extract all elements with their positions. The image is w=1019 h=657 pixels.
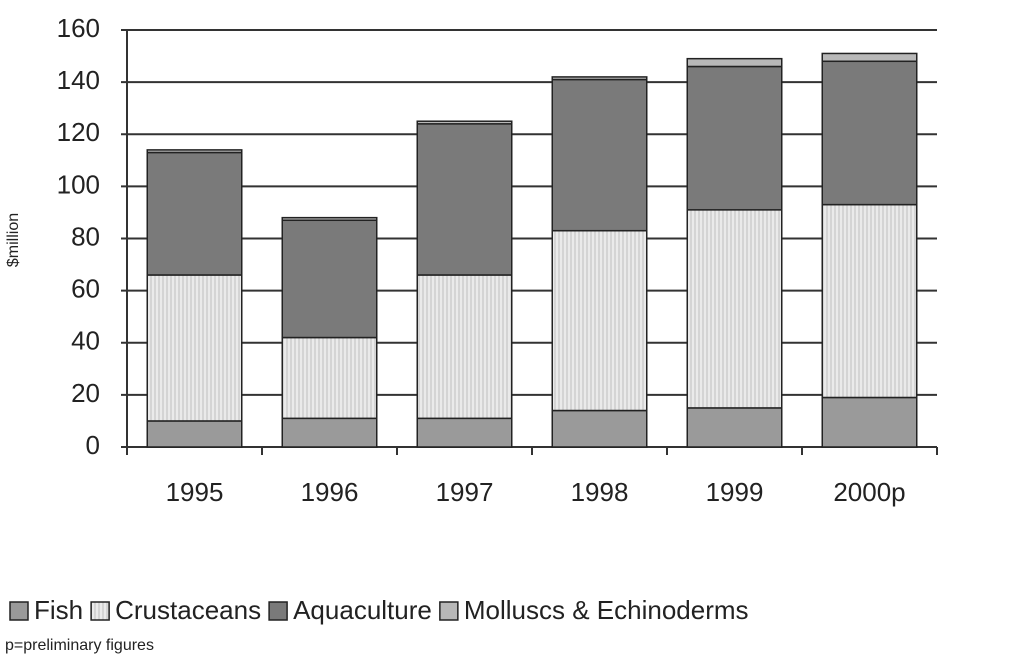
legend-label: Aquaculture xyxy=(293,595,432,625)
y-tick-label: 0 xyxy=(86,430,100,460)
y-tick-label: 160 xyxy=(57,13,100,43)
y-tick-label: 140 xyxy=(57,65,100,95)
y-tick-label: 80 xyxy=(71,221,100,251)
bar-segment xyxy=(281,336,378,420)
y-axis-title: $million xyxy=(5,213,22,267)
legend-swatch xyxy=(268,601,288,621)
y-tick-label: 60 xyxy=(71,274,100,304)
bar-segment xyxy=(281,216,378,222)
x-tick-label: 1998 xyxy=(571,477,629,507)
bar-segment xyxy=(146,151,243,276)
x-tick-label: 1996 xyxy=(301,477,359,507)
footnote: p=preliminary figures xyxy=(5,637,154,654)
bar-segment xyxy=(821,396,918,448)
legend-label: Molluscs & Echinoderms xyxy=(464,595,749,625)
bar-segment xyxy=(821,60,918,206)
bar-segment xyxy=(416,120,513,125)
x-tick-label: 2000p xyxy=(833,477,905,507)
y-tick-label: 120 xyxy=(57,117,100,147)
bar-segment xyxy=(686,407,783,448)
bar-segment xyxy=(551,76,648,81)
bar-segment xyxy=(416,123,513,276)
bar-segment xyxy=(146,420,243,448)
bar-segment xyxy=(146,274,243,422)
x-tick-label: 1997 xyxy=(436,477,494,507)
y-tick-label: 40 xyxy=(71,326,100,356)
x-tick-label: 1995 xyxy=(166,477,224,507)
bar-segment xyxy=(551,229,648,412)
bar-segment xyxy=(416,417,513,448)
bar-segment xyxy=(281,417,378,448)
legend-swatch xyxy=(90,601,110,621)
bar-segment xyxy=(686,57,783,68)
bar-segment xyxy=(281,219,378,339)
x-tick-label: 1999 xyxy=(706,477,764,507)
bar-segment xyxy=(686,65,783,211)
legend-label: Fish xyxy=(34,595,83,625)
bar-segment xyxy=(551,78,648,232)
y-tick-label: 20 xyxy=(71,378,100,408)
bar-segment xyxy=(686,209,783,409)
bar-segment xyxy=(146,149,243,154)
y-tick-label: 100 xyxy=(57,169,100,199)
legend-label: Crustaceans xyxy=(115,595,261,625)
bar-segment xyxy=(821,203,918,399)
legend-swatch xyxy=(439,601,459,621)
legend-swatch xyxy=(9,601,29,621)
bar-segment xyxy=(821,52,918,63)
bar-segment xyxy=(551,409,648,448)
bar-segment xyxy=(416,274,513,420)
